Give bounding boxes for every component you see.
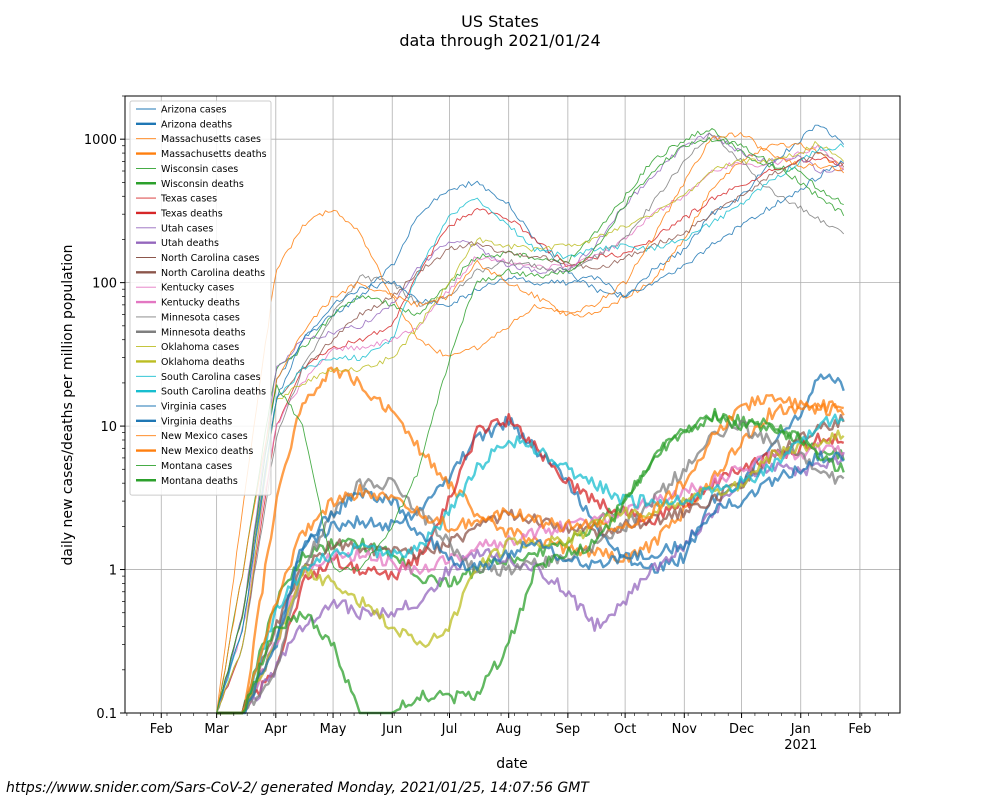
legend-entry: Virginia deaths [161,416,232,427]
x-tick-label: Nov [672,722,698,737]
legend-entry: New Mexico cases [161,431,248,442]
footer-source: https://www.snider.com/Sars-CoV-2/ gener… [6,780,589,796]
series-line [216,132,844,714]
series-line [216,136,845,714]
series-line [216,410,845,715]
legend-entry: Kentucky cases [161,283,234,294]
legend-entry: Montana cases [161,461,232,472]
series-line [216,144,845,714]
series-lines [216,124,845,715]
legend-entry: South Carolina cases [161,372,261,383]
x-tick-label: Feb [848,722,871,737]
x-tick-label: May [320,722,347,737]
legend-entry: Utah cases [161,223,213,234]
series-line [216,413,845,715]
legend-entry: Utah deaths [161,238,219,249]
legend-entry: Oklahoma cases [161,342,239,353]
series-line [216,160,844,714]
series-line [216,132,845,714]
legend-entry: New Mexico deaths [161,446,253,457]
series-line [216,152,845,714]
series-line [216,407,845,715]
series-line [216,132,845,714]
legend-entry: Wisconsin deaths [161,179,244,190]
x-tick-label: Mar [204,722,229,737]
legend-entry: Wisconsin cases [161,164,238,175]
legend-entry: Arizona deaths [161,119,232,130]
series-line [216,420,845,715]
x-tick-sublabel: 2021 [784,738,817,753]
x-tick-label: Jun [381,722,402,737]
series-line [216,442,845,715]
chart-title: US States [461,12,539,31]
legend-entry: Minnesota cases [161,312,240,323]
series-line [216,157,845,714]
x-tick-label: Dec [729,722,754,737]
series-line [216,450,845,715]
legend-entry: North Carolina cases [161,253,260,264]
x-tick-label: Jul [441,722,458,737]
legend-entry: Kentucky deaths [161,298,240,309]
legend-entry: South Carolina deaths [161,387,266,398]
series-line [216,451,845,715]
series-line [216,413,845,715]
y-tick-label: 10 [100,420,117,435]
series-line [216,128,844,714]
legend-entry: Minnesota deaths [161,327,245,338]
series-line [216,141,845,714]
legend-entry: Virginia cases [161,402,227,413]
chart: 0.1 1 10 100 1000 Feb Mar Apr May Jun Jul Aug Sep Oct… [60,95,901,772]
x-tick-label: Aug [496,722,521,737]
x-tick-label: Apr [265,722,288,737]
legend-entry: North Carolina deaths [161,268,265,279]
x-tick-label: Oct [614,722,636,737]
legend: Arizona cases Arizona deaths Massachusetts… [129,100,272,496]
x-tick-label: Feb [150,722,173,737]
y-tick-label: 100 [92,277,117,292]
series-line [216,142,844,714]
y-axis-label: daily new cases/deaths per million popul… [60,244,76,565]
legend-entry: Montana deaths [161,476,238,487]
legend-entry: Oklahoma deaths [161,357,245,368]
legend-entry: Arizona cases [161,105,227,116]
x-tick-label: Jan [790,722,811,737]
legend-box [129,100,272,496]
chart-subtitle: data through 2021/01/24 [399,31,601,50]
plot-frame [124,95,901,714]
legend-entry: Massachusetts cases [161,134,261,145]
legend-entry: Texas deaths [160,208,223,219]
x-tick-label: Sep [556,722,581,737]
y-tick-label: 1000 [84,133,117,148]
y-tick-label: 0.1 [96,707,117,722]
series-line [216,143,845,714]
y-tick-label: 1 [109,564,117,579]
axes: 0.1 1 10 100 1000 Feb Mar Apr May Jun Jul Aug Sep Oct… [84,95,901,753]
legend-entry: Texas cases [160,194,217,205]
series-line [216,124,845,714]
legend-entry: Massachusetts deaths [161,149,267,160]
series-line [216,366,845,715]
x-axis-label: date [496,756,528,772]
